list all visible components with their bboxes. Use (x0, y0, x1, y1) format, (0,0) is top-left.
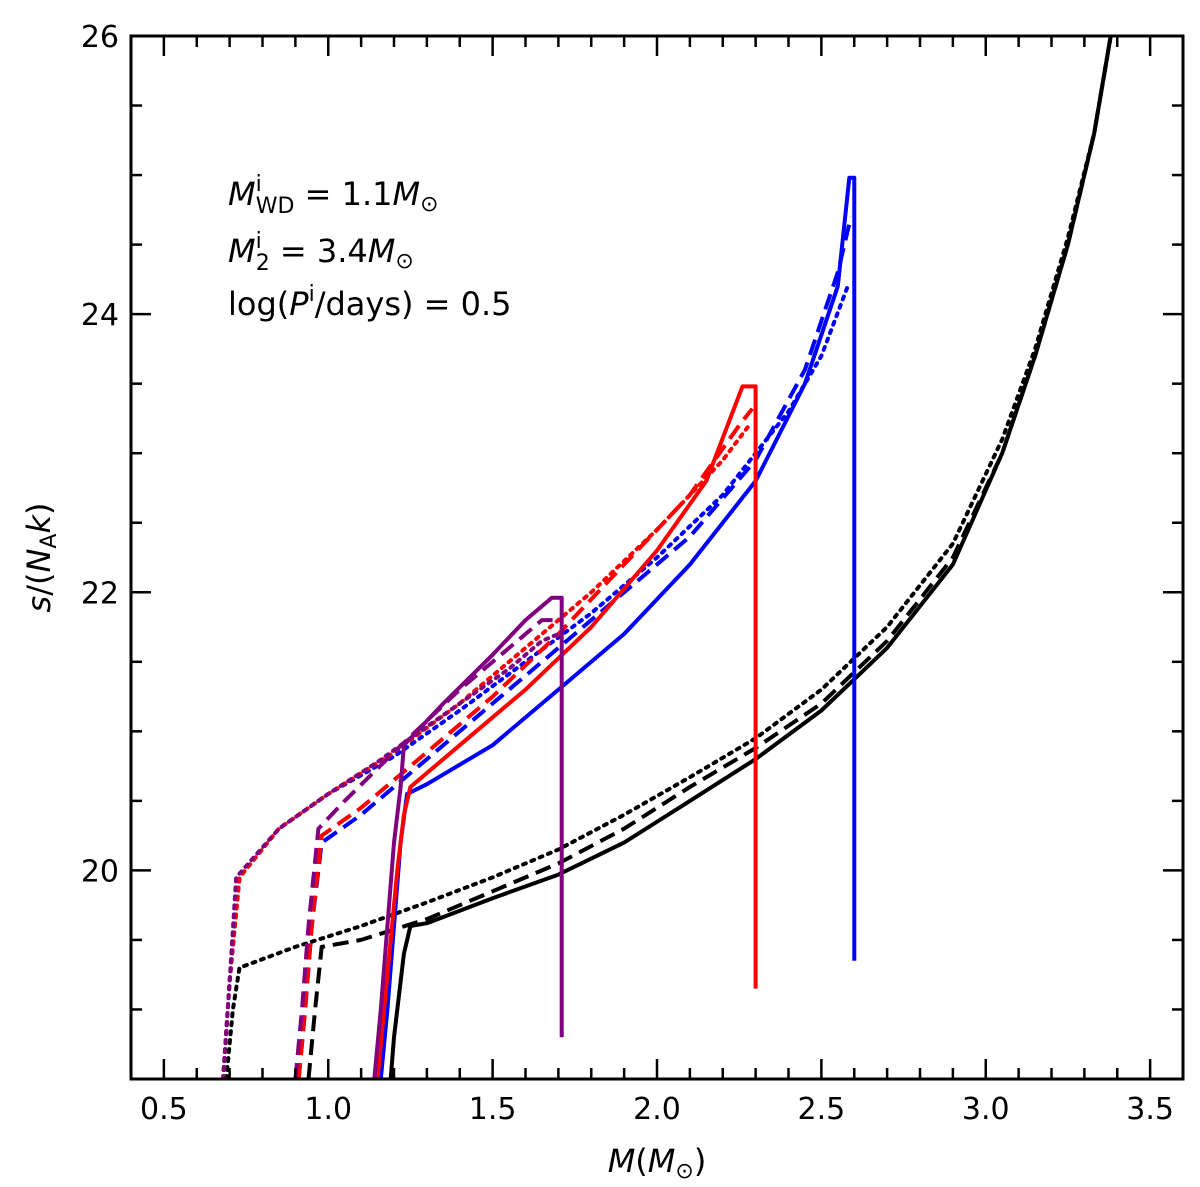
annotation-line-3: log(Pi/days) = 0.5 (228, 282, 512, 323)
x-tick-label: 3.0 (962, 1092, 1010, 1127)
y-tick-label: 26 (81, 20, 119, 55)
series-line-11 (221, 632, 561, 1079)
x-tick-label: 3.5 (1126, 1092, 1174, 1127)
series-line-6 (375, 384, 758, 1079)
annotation-line-1: Mi WD = 1.1M⊙ (228, 172, 439, 219)
x-tick-label: 1.5 (469, 1092, 517, 1127)
labels-layer: 0.5 1.0 1.5 2.0 2.5 3.0 3.5 20 22 24 26 M(M⊙) s/(NAk… (20, 20, 1174, 1184)
y-tick-label: 22 (81, 576, 119, 611)
x-axis-label: M(M⊙) (608, 1142, 707, 1184)
series-line-4 (296, 216, 853, 1079)
x-tick-label: 0.5 (140, 1092, 188, 1127)
series-line-7 (296, 407, 754, 1079)
series-layer (221, 36, 1113, 1079)
annotation-block: Mi WD = 1.1M⊙ Mi 2 = 3.4M⊙ log(Pi/days) = 0.… (228, 172, 512, 323)
plot-frame (129, 34, 1185, 1081)
y-axis-label: s/(NAk) (20, 503, 62, 613)
series-line-5 (221, 284, 850, 1079)
x-tick-label: 1.0 (304, 1092, 352, 1127)
annotation-line-2: Mi 2 = 3.4M⊙ (228, 229, 414, 276)
series-line-10 (293, 618, 559, 1079)
y-tick-label: 20 (81, 854, 119, 889)
series-line-0 (388, 36, 1113, 1079)
x-tick-label: 2.0 (633, 1092, 681, 1127)
series-line-8 (221, 423, 751, 1079)
x-tick-label: 2.5 (798, 1092, 846, 1127)
series-line-2 (224, 36, 1113, 1079)
y-tick-label: 24 (81, 298, 119, 333)
